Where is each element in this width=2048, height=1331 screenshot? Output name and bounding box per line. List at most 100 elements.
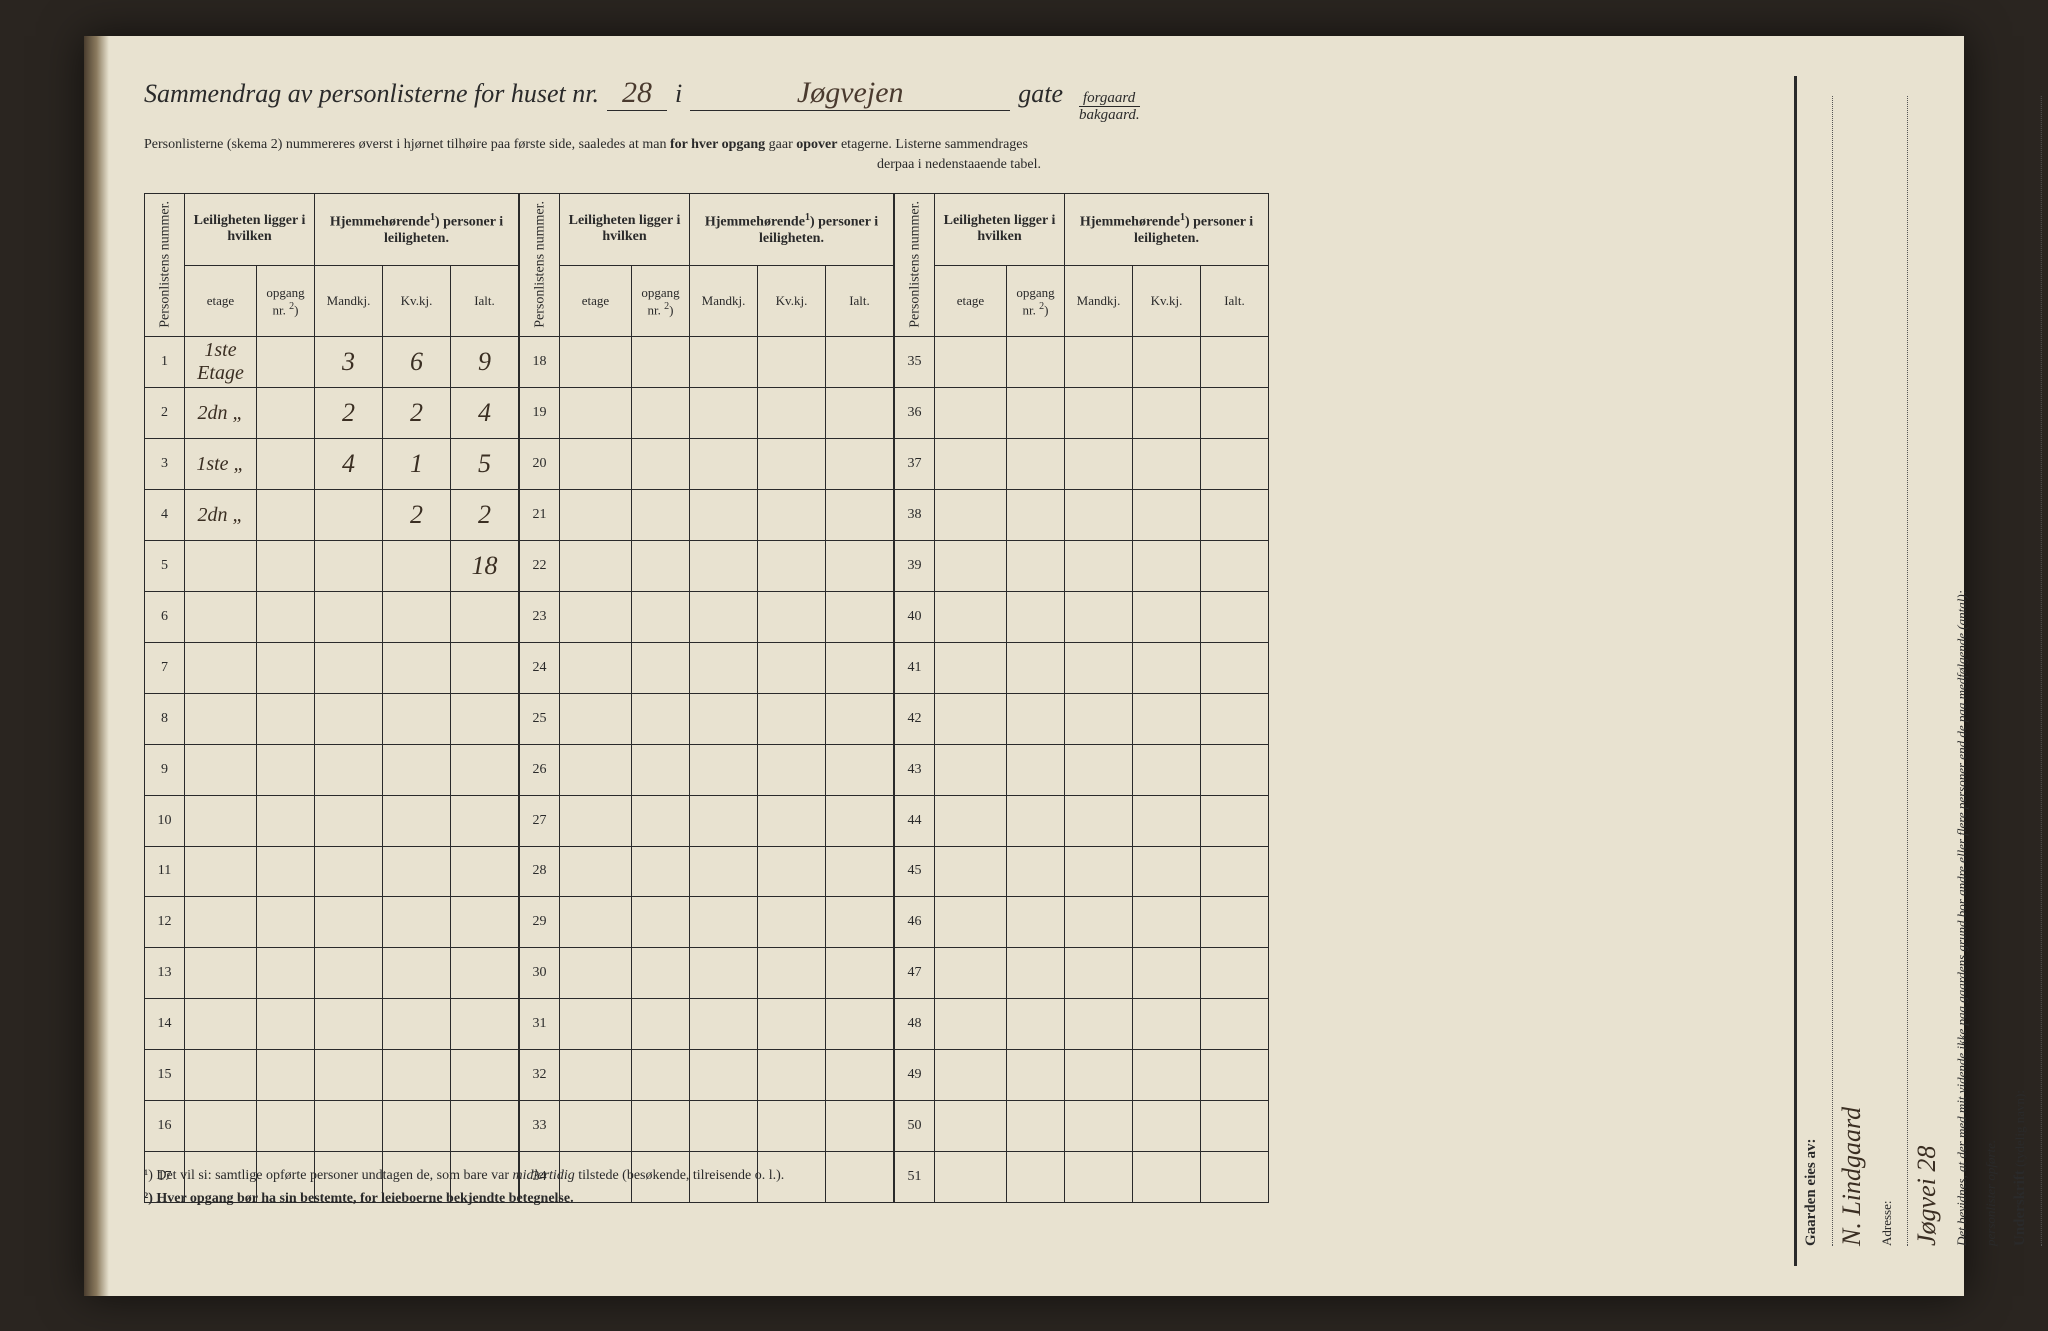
cell-mandkj [1065, 795, 1133, 846]
title-suffix: gate [1018, 79, 1063, 109]
cell-ialt [451, 642, 519, 693]
cell-mandkj [315, 1101, 383, 1152]
forgaard-bakgaard: forgaard bakgaard. [1079, 90, 1140, 124]
cell-opgang [257, 744, 315, 795]
cell-etage [560, 490, 632, 541]
row-number: 6 [145, 591, 185, 642]
cell-kvkj [758, 846, 826, 897]
cell-opgang [632, 439, 690, 490]
cell-mandkj [315, 999, 383, 1050]
cell-opgang [1007, 337, 1065, 388]
cell-kvkj [758, 337, 826, 388]
header-personlistens-nummer: Personlistens nummer. [895, 193, 935, 337]
table-row: 518 [145, 540, 519, 591]
cell-ialt [1201, 999, 1269, 1050]
row-number: 48 [895, 999, 935, 1050]
table-row: 11ste Etage369 [145, 337, 519, 388]
cell-opgang [1007, 897, 1065, 948]
table-row: 43 [895, 744, 1269, 795]
table-row: 40 [895, 591, 1269, 642]
cell-opgang [632, 693, 690, 744]
cell-mandkj-value: 2 [342, 398, 355, 427]
cell-ialt [826, 642, 894, 693]
header-etage: etage [185, 266, 257, 337]
row-number: 46 [895, 897, 935, 948]
cell-etage [935, 642, 1007, 693]
tables-row: Personlistens nummer. Leiligheten ligger … [144, 193, 1774, 1154]
row-number: 49 [895, 1050, 935, 1101]
cell-kvkj [1133, 897, 1201, 948]
subtitle-after: gaar [769, 137, 793, 152]
cell-etage: 1ste „ [185, 439, 257, 490]
cell-etage [560, 439, 632, 490]
row-number: 41 [895, 642, 935, 693]
cell-kvkj: 2 [383, 490, 451, 541]
bevidnes-text: Det bevidnes, at der med mit vidende ikk… [1954, 96, 1971, 1246]
row-number: 38 [895, 490, 935, 541]
header-kvkj: Kv.kj. [758, 266, 826, 337]
cell-etage: 1ste Etage [185, 337, 257, 388]
cell-mandkj [690, 744, 758, 795]
house-number-fill: 28 [607, 76, 667, 111]
footnote-1: ¹) Det vil si: samtlige opførte personer… [144, 1165, 1774, 1187]
cell-mandkj [1065, 388, 1133, 439]
footnotes: ¹) Det vil si: samtlige opførte personer… [144, 1165, 1774, 1210]
cell-etage [560, 591, 632, 642]
cell-etage [935, 540, 1007, 591]
cell-mandkj [315, 642, 383, 693]
row-number: 14 [145, 999, 185, 1050]
cell-ialt [1201, 948, 1269, 999]
table-row: 36 [895, 388, 1269, 439]
cell-kvkj [383, 540, 451, 591]
street-name-fill: Jøgvejen [690, 76, 1010, 111]
cell-etage [560, 1050, 632, 1101]
cell-ialt-value: 5 [478, 449, 491, 478]
header-leiligheten-group: Leiligheten ligger i hvilken [560, 193, 690, 266]
cell-ialt [1201, 795, 1269, 846]
cell-etage [560, 1101, 632, 1152]
cell-mandkj [690, 999, 758, 1050]
table-row: 39 [895, 540, 1269, 591]
signature-fill: N. Lindgaard [2041, 96, 2048, 1246]
cell-kvkj [1133, 693, 1201, 744]
cell-opgang [1007, 1050, 1065, 1101]
cell-mandkj [690, 591, 758, 642]
cell-kvkj [758, 642, 826, 693]
cell-mandkj [315, 540, 383, 591]
cell-opgang [1007, 490, 1065, 541]
cell-kvkj [383, 591, 451, 642]
adresse-label: Adresse: [1879, 96, 1895, 1246]
row-number: 50 [895, 1101, 935, 1152]
cell-opgang [1007, 693, 1065, 744]
cell-mandkj [1065, 1050, 1133, 1101]
cell-opgang [1007, 948, 1065, 999]
header-opgang: opgang nr. 2) [1007, 266, 1065, 337]
cell-mandkj [690, 795, 758, 846]
cell-opgang [632, 897, 690, 948]
cell-kvkj [1133, 1101, 1201, 1152]
table-row: 20 [520, 439, 894, 490]
cell-mandkj [1065, 1101, 1133, 1152]
cell-opgang [257, 1050, 315, 1101]
cell-opgang [632, 591, 690, 642]
right-panel: Gaarden eies av: N. Lindgaard Adresse: J… [1794, 76, 1924, 1266]
cell-ialt [826, 948, 894, 999]
cell-etage [935, 1050, 1007, 1101]
cell-etage [560, 744, 632, 795]
cell-ialt-value: 4 [478, 398, 491, 427]
row-number: 24 [520, 642, 560, 693]
cell-ialt [1201, 439, 1269, 490]
header-hjemmehorende-group: Hjemmehørende1) personer i leiligheten. [1065, 193, 1269, 266]
table-row: 41 [895, 642, 1269, 693]
row-number: 2 [145, 388, 185, 439]
row-number: 7 [145, 642, 185, 693]
cell-ialt [1201, 897, 1269, 948]
header-ialt: Ialt. [451, 266, 519, 337]
row-number: 18 [520, 337, 560, 388]
bakgaard-label: bakgaard. [1079, 107, 1140, 124]
cell-kvkj [1133, 388, 1201, 439]
header-ialt: Ialt. [826, 266, 894, 337]
cell-ialt [1201, 1101, 1269, 1152]
cell-opgang [257, 846, 315, 897]
row-number: 21 [520, 490, 560, 541]
